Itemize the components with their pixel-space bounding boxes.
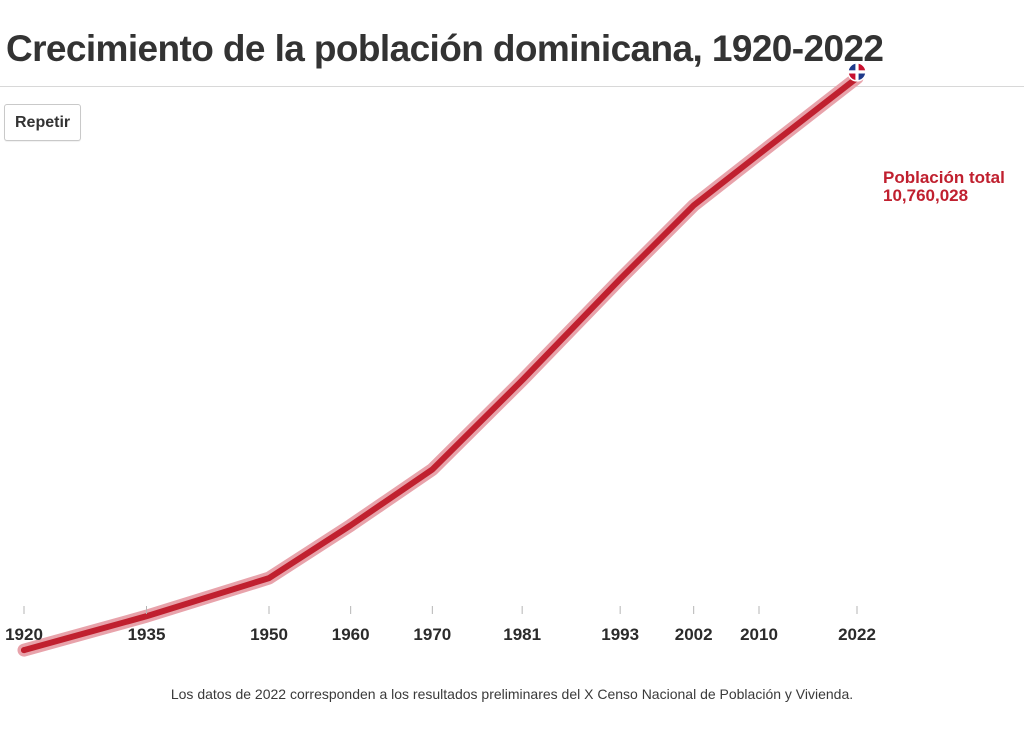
x-tick-label: 2002 <box>675 625 713 644</box>
x-tick-label: 1993 <box>601 625 639 644</box>
series-line-halo <box>17 71 864 657</box>
end-label-value: 10,760,028 <box>883 186 968 205</box>
page-title: Crecimiento de la población dominicana, … <box>6 28 884 69</box>
x-tick-label: 1981 <box>503 625 541 644</box>
title-divider <box>0 86 1024 87</box>
footnote: Los datos de 2022 corresponden a los res… <box>170 686 854 702</box>
dominican-flag-icon <box>847 62 867 82</box>
x-tick-label: 1935 <box>128 625 166 644</box>
replay-button[interactable]: Repetir <box>4 104 82 141</box>
data-point[interactable] <box>21 647 27 654</box>
end-label-group: Población total 10,760,028 <box>883 168 1005 205</box>
x-tick-label: 1950 <box>250 625 288 644</box>
x-tick-label: 2010 <box>740 625 778 644</box>
line-layer <box>17 62 867 657</box>
series-line <box>21 74 860 654</box>
x-tick-label: 1920 <box>5 625 43 644</box>
x-tick-label: 1970 <box>413 625 451 644</box>
end-label-series-name: Población total <box>883 168 1005 187</box>
x-tick-label: 1960 <box>332 625 370 644</box>
x-tick-label: 2022 <box>838 625 876 644</box>
x-axis: 1920 1935 1950 1960 1970 1981 1993 2002 2010 2022 <box>5 606 876 644</box>
